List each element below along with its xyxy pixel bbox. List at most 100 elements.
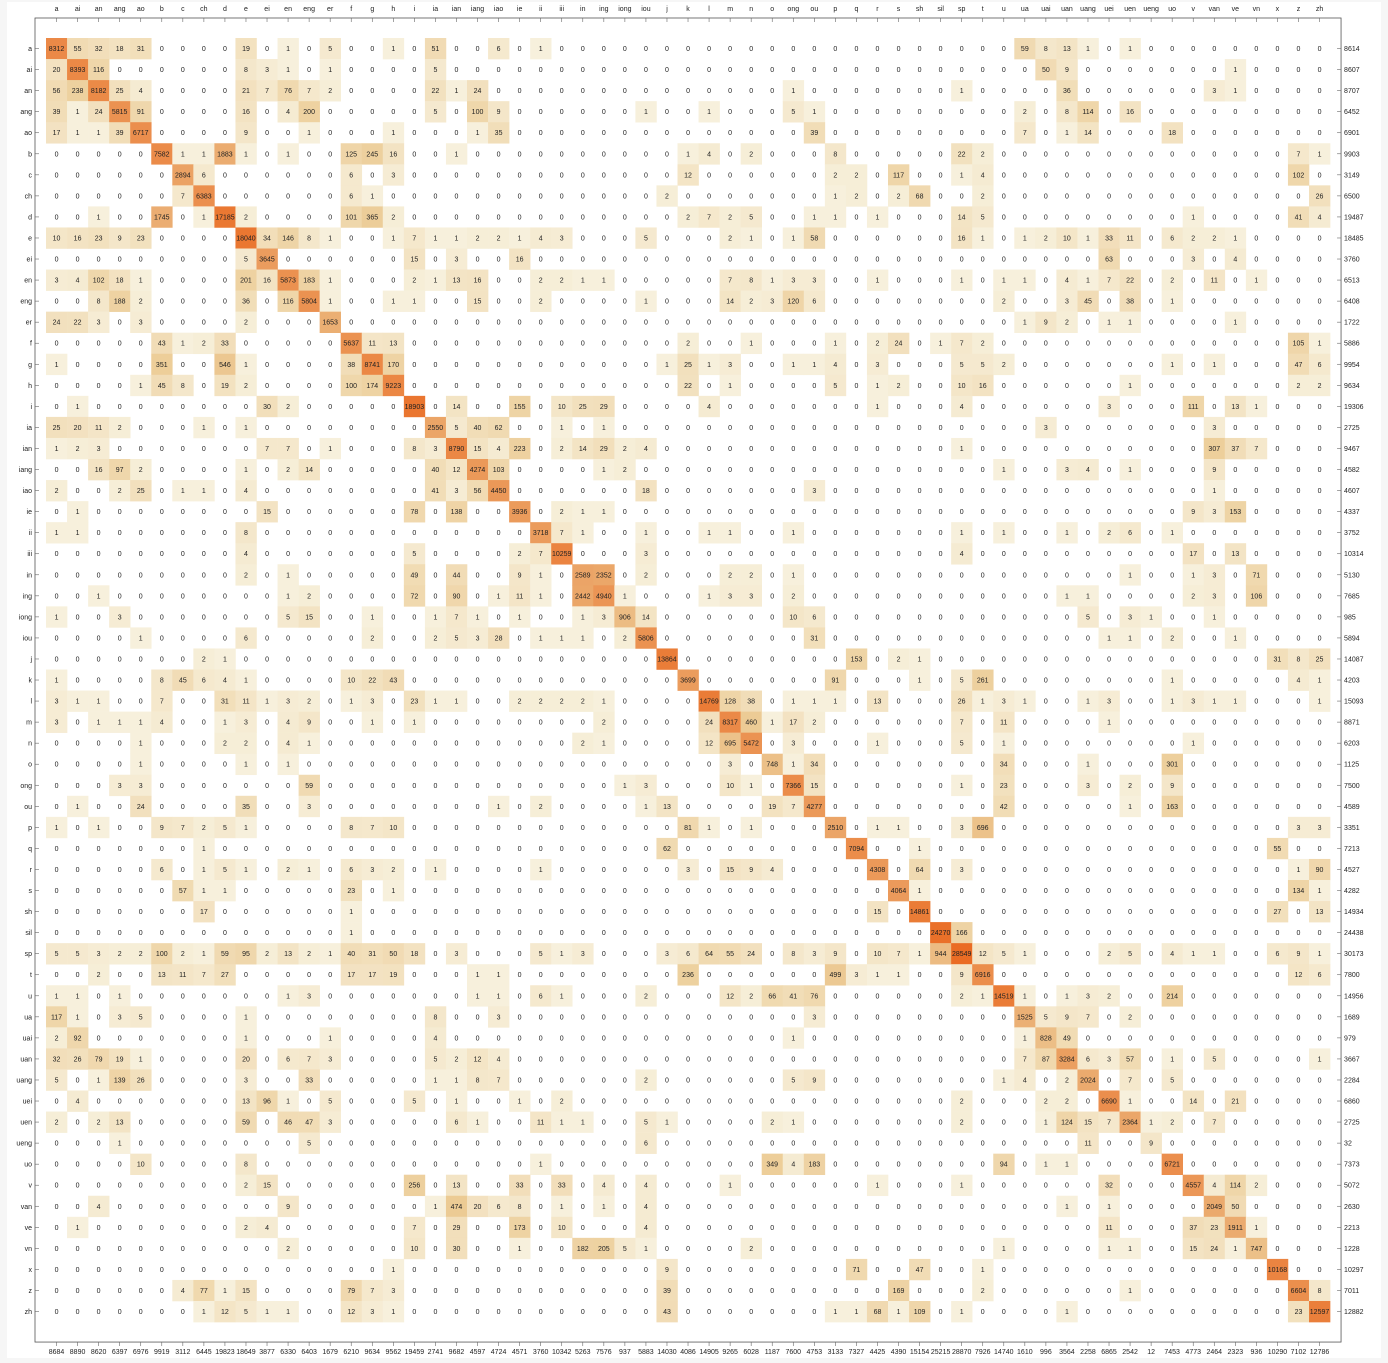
cell-value-label: 0 (1233, 1056, 1237, 1063)
cell-value-label: 0 (1044, 530, 1048, 537)
cell-value-label: 0 (728, 1204, 732, 1211)
cell-value-label: 0 (55, 888, 59, 895)
cell-value-label: 0 (728, 972, 732, 979)
cell-value-label: 0 (97, 193, 101, 200)
cell-value-label: 3 (1212, 509, 1216, 516)
cell-value-label: 0 (897, 1077, 901, 1084)
row-label: k (29, 678, 33, 685)
cell-value-label: 0 (139, 404, 143, 411)
cell-value-label: 0 (202, 1077, 206, 1084)
cell-value-label: 0 (518, 741, 522, 748)
cell-value-label: 1 (370, 193, 374, 200)
cell-value-label: 50 (389, 951, 397, 958)
cell-value-label: 0 (76, 1246, 80, 1253)
cell-value-label: 9 (833, 951, 837, 958)
cell-value-label: 0 (791, 930, 795, 937)
cell-value-label: 14 (579, 446, 587, 453)
cell-value-label: 1 (749, 783, 753, 790)
cell-value-label: 0 (876, 46, 880, 53)
cell-value-label: 0 (518, 193, 522, 200)
cell-value-label: 0 (1254, 741, 1258, 748)
cell-value-label: 0 (939, 1141, 943, 1148)
cell-value-label: 0 (1149, 867, 1153, 874)
cell-value-label: 7 (370, 1288, 374, 1295)
cell-value-label: 0 (1149, 951, 1153, 958)
cell-value-label: 0 (749, 404, 753, 411)
cell-value-label: 0 (686, 46, 690, 53)
cell-value-label: 0 (623, 804, 627, 811)
cell-value-label: 1 (370, 614, 374, 621)
cell-value-label: 1 (97, 593, 101, 600)
cell-value-label: 1 (244, 762, 248, 769)
cell-value-label: 0 (1254, 1035, 1258, 1042)
cell-value-label: 0 (939, 257, 943, 264)
cell-value-label: 10 (789, 614, 797, 621)
cell-value-label: 102 (1293, 172, 1305, 179)
cell-value-label: 0 (939, 635, 943, 642)
cell-value-label: 0 (1191, 172, 1195, 179)
cell-value-label: 1 (97, 825, 101, 832)
cell-value-label: 0 (1233, 804, 1237, 811)
cell-value-label: 0 (497, 404, 501, 411)
cell-value-label: 10 (874, 951, 882, 958)
cell-value-label: 0 (833, 320, 837, 327)
cell-value-label: 0 (876, 1035, 880, 1042)
row-label: f (30, 341, 32, 348)
cell-value-label: 0 (665, 109, 669, 116)
cell-value-label: 0 (118, 656, 122, 663)
cell-value-label: 0 (1044, 867, 1048, 874)
cell-value-label: 1 (791, 530, 795, 537)
cell-value-label: 1 (286, 1309, 290, 1316)
cell-value-label: 1 (202, 151, 206, 158)
cell-value-label: 0 (76, 741, 80, 748)
cell-value-label: 0 (854, 551, 858, 558)
cell-value-label: 6 (812, 299, 816, 306)
cell-value-label: 0 (749, 172, 753, 179)
cell-value-label: 0 (665, 320, 669, 327)
cell-value-label: 0 (1086, 446, 1090, 453)
cell-value-label: 0 (539, 1246, 543, 1253)
cell-value-label: 748 (766, 762, 778, 769)
cell-value-label: 0 (854, 1288, 858, 1295)
cell-value-label: 26 (958, 699, 966, 706)
cell-value-label: 3 (812, 488, 816, 495)
cell-value-label: 0 (539, 67, 543, 74)
cell-value-label: 0 (160, 446, 164, 453)
cell-value-label: 94 (1000, 1162, 1008, 1169)
cell-value-label: 0 (412, 530, 416, 537)
cell-value-label: 3 (476, 635, 480, 642)
cell-value-label: 0 (307, 678, 311, 685)
cell-value-label: 0 (518, 67, 522, 74)
cell-value-label: 0 (433, 151, 437, 158)
row-label: ueng (16, 1141, 32, 1148)
cell-value-label: 3 (644, 551, 648, 558)
cell-value-label: 0 (707, 804, 711, 811)
cell-value-label: 2 (455, 1056, 459, 1063)
cell-value-label: 1 (1128, 572, 1132, 579)
row-label: ua (24, 1014, 32, 1021)
cell-value-label: 0 (918, 404, 922, 411)
cell-value-label: 0 (981, 1141, 985, 1148)
cell-value-label: 3 (1065, 467, 1069, 474)
cell-value-label: 0 (497, 278, 501, 285)
cell-value-label: 0 (97, 362, 101, 369)
cell-value-label: 0 (328, 509, 332, 516)
cell-value-label: 1745 (154, 214, 170, 221)
cell-value-label: 0 (1212, 404, 1216, 411)
cell-value-label: 0 (939, 741, 943, 748)
cell-value-label: 1 (1023, 951, 1027, 958)
cell-value-label: 0 (202, 762, 206, 769)
cell-value-label: 24 (474, 88, 482, 95)
cell-value-label: 14 (1189, 1099, 1197, 1106)
cell-value-label: 0 (1275, 1120, 1279, 1127)
cell-value-label: 9 (1297, 951, 1301, 958)
cell-value-label: 0 (518, 783, 522, 790)
cell-value-label: 0 (1297, 109, 1301, 116)
cell-value-label: 0 (791, 1099, 795, 1106)
cell-value-label: 0 (728, 67, 732, 74)
cell-value-label: 5 (791, 1077, 795, 1084)
cell-value-label: 0 (623, 362, 627, 369)
cell-value-label: 3 (1297, 825, 1301, 832)
cell-value-label: 12 (1295, 972, 1303, 979)
cell-value-label: 0 (349, 1120, 353, 1127)
